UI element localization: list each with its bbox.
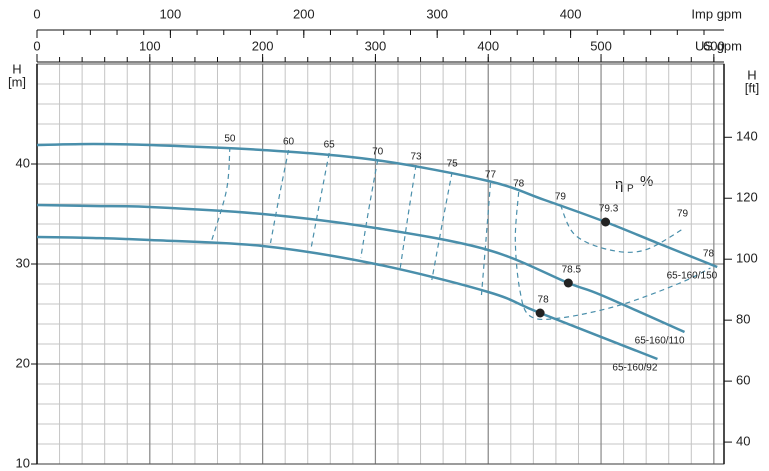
curve-label: 65-160/92 [612, 363, 657, 374]
pump-curve [36, 142, 718, 269]
efficiency-subscript: P [627, 184, 634, 195]
efficiency-contour [360, 159, 379, 259]
y-tick-label: 20 [16, 355, 30, 370]
efficiency-label: 78 [513, 179, 525, 190]
efficiency-contour [431, 171, 453, 281]
efficiency-label: 77 [485, 170, 497, 181]
y-axis-label: H [12, 61, 21, 76]
y2-tick-label: 60 [736, 373, 750, 388]
best-efficiency-label: 78 [538, 295, 550, 306]
x-tick-label: 500 [590, 38, 612, 53]
pump-curve [36, 235, 658, 361]
efficiency-unit: % [640, 173, 653, 190]
y-axis-unit: [m] [8, 74, 26, 89]
efficiency-label: 73 [410, 152, 422, 163]
efficiency-contour [269, 149, 290, 244]
best-efficiency-point [535, 308, 545, 318]
x-tick-label: 600 [703, 38, 725, 53]
y-tick-label: 30 [16, 255, 30, 270]
efficiency-label: 60 [283, 137, 295, 148]
efficiency-contour [310, 152, 330, 249]
x-tick-label: 100 [139, 38, 161, 53]
x-tick-label: 400 [477, 38, 499, 53]
efficiency-label: 65 [324, 140, 336, 151]
best-efficiency-label: 79.3 [599, 204, 619, 215]
y2-tick-label: 140 [736, 129, 758, 144]
best-efficiency-point [601, 217, 611, 227]
y2-axis-unit: [ft] [745, 80, 759, 95]
x-tick-label: 0 [33, 38, 40, 53]
efficiency-contour [480, 182, 492, 296]
efficiency-contour [559, 204, 685, 253]
efficiency-label: 70 [372, 147, 384, 158]
x2-tick-label: 200 [293, 6, 315, 21]
best-efficiency-label: 78.5 [562, 265, 582, 276]
efficiency-label: 78 [703, 249, 715, 260]
y2-axis-label: H [747, 67, 756, 82]
x2-tick-label: 100 [160, 6, 182, 21]
efficiency-label: 79 [677, 209, 689, 220]
efficiency-contour [399, 164, 417, 269]
curve-label: 65-160/110 [635, 336, 685, 347]
y2-tick-label: 80 [736, 312, 750, 327]
best-efficiency-point [563, 278, 573, 288]
x2-axis-label: Imp gpm [691, 6, 742, 21]
x2-tick-label: 0 [33, 6, 40, 21]
efficiency-label: 50 [224, 134, 236, 145]
y2-tick-label: 100 [736, 251, 758, 266]
x2-tick-label: 300 [426, 6, 448, 21]
x2-tick-label: 400 [560, 6, 582, 21]
y-tick-label: 10 [16, 455, 30, 470]
y2-tick-label: 40 [736, 434, 750, 449]
y-tick-label: 40 [16, 155, 30, 170]
x-tick-label: 200 [252, 38, 274, 53]
y2-tick-label: 120 [736, 190, 758, 205]
efficiency-label: 75 [447, 159, 459, 170]
x-axis-label: US gpm [695, 38, 742, 53]
efficiency-contour [514, 191, 711, 321]
curve-label: 65-160/150 [667, 271, 718, 282]
efficiency-label: 79 [555, 192, 567, 203]
efficiency-contour [211, 146, 231, 241]
x-tick-label: 300 [365, 38, 387, 53]
pump-curve [36, 203, 686, 334]
